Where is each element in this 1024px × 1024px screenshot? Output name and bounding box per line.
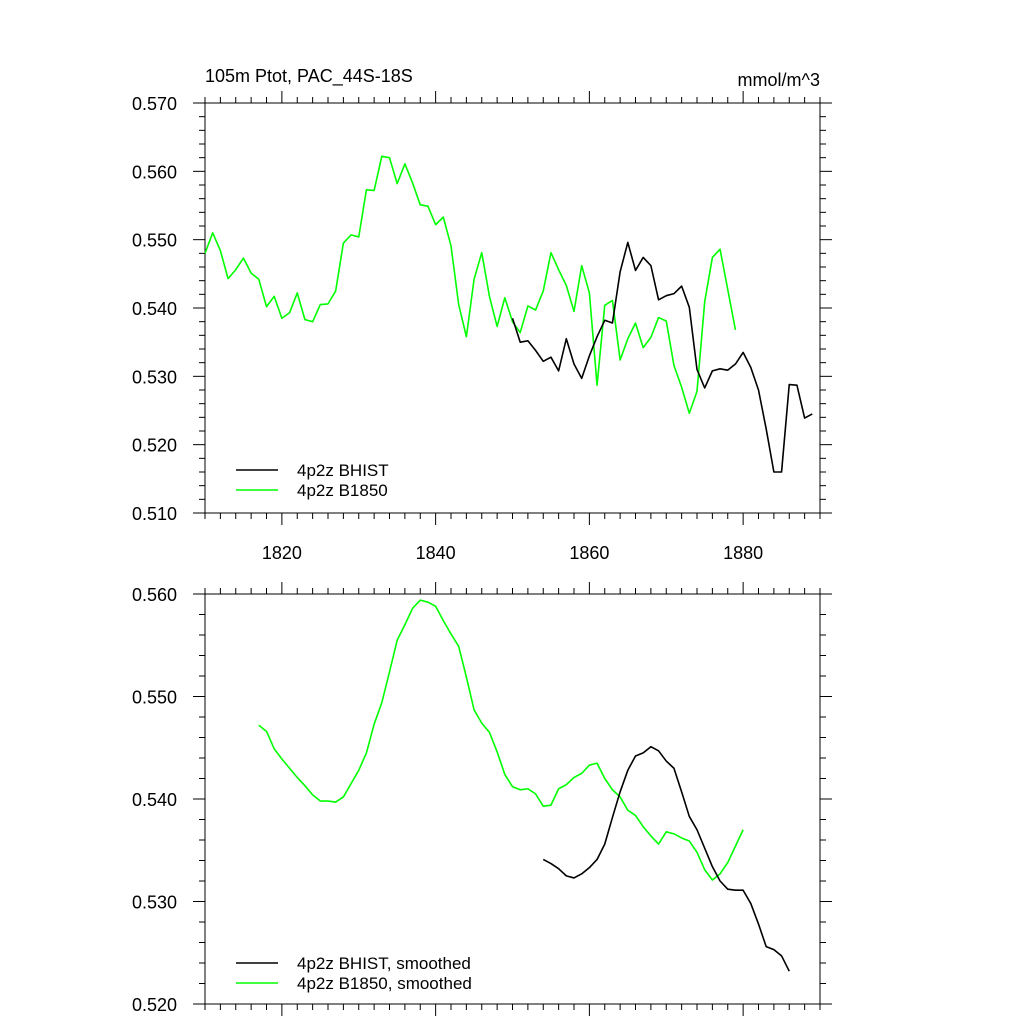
bottom-panel: 0.520 0.530 0.540 0.550 0.560 4p2z BHIST, sm… [132,582,832,1016]
x-tick-labels: 1820 1840 1860 1880 [262,543,763,563]
y-tick-label: 0.540 [132,299,177,319]
y-tick-labels: 0.520 0.530 0.540 0.550 0.560 [132,585,177,1015]
y-tick-label: 0.560 [132,585,177,605]
series-lines [204,155,813,473]
series-line-4p2z-b1850 [204,155,737,415]
y-tick-label: 0.570 [132,94,177,114]
series-lines [258,599,790,972]
y-tick-label: 0.520 [132,436,177,456]
x-tick-label: 1860 [569,543,609,563]
y-tick-labels: 0.510 0.520 0.530 0.540 0.550 0.560 0.570 [132,94,177,524]
legend-label-b1850: 4p2z B1850 [297,481,388,500]
y-tick-label: 0.530 [132,367,177,387]
legend: 4p2z BHIST, smoothed 4p2z B1850, smoothe… [236,954,472,993]
axis-ticks [193,91,832,525]
y-tick-label: 0.530 [132,893,177,913]
top-panel: 105m Ptot, PAC_44S-18S mmol/m^3 0.5100.5… [132,66,832,563]
plot-frame [204,593,821,1005]
legend-label-b1850-smoothed: 4p2z B1850, smoothed [297,974,472,993]
series-line-4p2z-b1850-smoothed [258,599,744,881]
axis-ticks [193,582,832,1016]
y-tick-label: 0.560 [132,162,177,182]
y-tick-label: 0.550 [132,231,177,251]
x-tick-label: 1880 [723,543,763,563]
units-label: mmol/m^3 [738,70,820,90]
plot-frame [204,102,821,514]
chart-title: 105m Ptot, PAC_44S-18S [205,66,413,87]
y-tick-label: 0.550 [132,688,177,708]
series-line-4p2z-bhist [511,241,813,473]
legend-label-bhist-smoothed: 4p2z BHIST, smoothed [297,954,471,973]
y-tick-label: 0.540 [132,790,177,810]
legend-label-bhist: 4p2z BHIST [297,461,389,480]
y-tick-label: 0.520 [132,995,177,1015]
x-tick-label: 1840 [416,543,456,563]
series-line-4p2z-bhist-smoothed [542,745,790,972]
x-tick-label: 1820 [262,543,302,563]
legend: 4p2z BHIST 4p2z B1850 [236,461,389,500]
y-tick-label: 0.510 [132,504,177,524]
